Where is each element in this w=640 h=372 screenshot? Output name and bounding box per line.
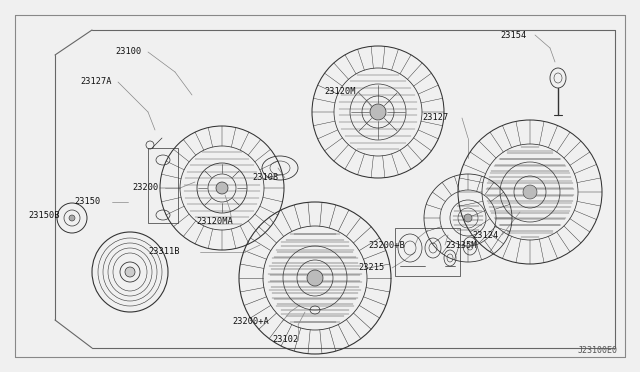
Ellipse shape: [69, 215, 75, 221]
Text: 23120M: 23120M: [324, 87, 355, 96]
Text: J23100E0: J23100E0: [578, 346, 618, 355]
Text: 23127: 23127: [422, 113, 448, 122]
Ellipse shape: [464, 214, 472, 222]
Text: 23200+B: 23200+B: [368, 241, 404, 250]
Text: 23127A: 23127A: [80, 77, 111, 87]
Text: 23120MA: 23120MA: [196, 218, 233, 227]
Text: 23215: 23215: [358, 263, 384, 273]
Text: 23100: 23100: [115, 48, 141, 57]
Text: 23311B: 23311B: [148, 247, 179, 257]
Text: 23200+A: 23200+A: [232, 317, 269, 327]
Ellipse shape: [216, 182, 228, 194]
Text: 23102: 23102: [272, 336, 298, 344]
Bar: [148, 148, 178, 223]
Ellipse shape: [125, 267, 135, 277]
Bar: [395, 228, 460, 276]
Text: 23124: 23124: [472, 231, 499, 240]
Text: 23200: 23200: [132, 183, 158, 192]
Ellipse shape: [307, 270, 323, 286]
Text: 23150B: 23150B: [28, 211, 60, 219]
Ellipse shape: [523, 185, 537, 199]
Text: 23154: 23154: [500, 31, 526, 39]
Text: 23108: 23108: [252, 173, 278, 183]
Ellipse shape: [370, 104, 386, 120]
Text: 23150: 23150: [74, 198, 100, 206]
Text: 23135M: 23135M: [445, 241, 477, 250]
